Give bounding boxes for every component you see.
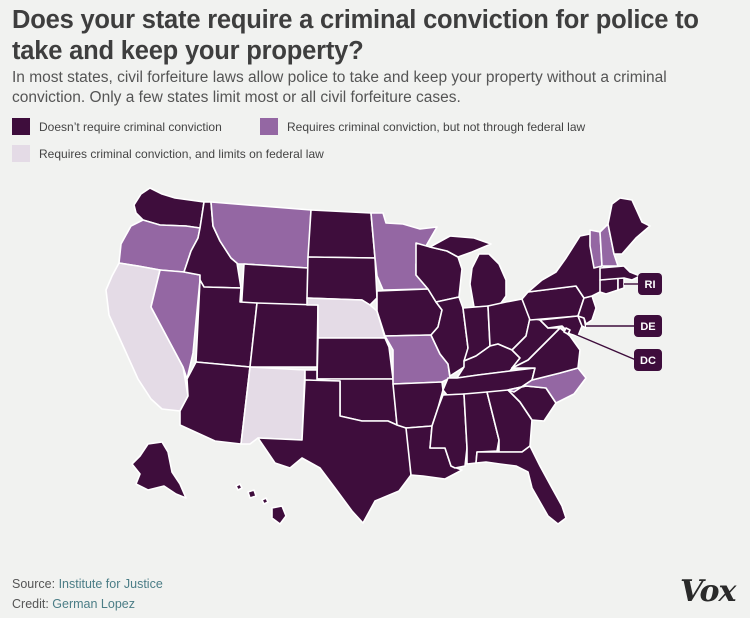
callout-label-de: DE — [640, 321, 655, 333]
credit-link[interactable]: German Lopez — [52, 597, 135, 611]
state-me — [607, 197, 651, 255]
state-il — [430, 296, 469, 377]
chart-title: Does your state require a criminal convi… — [12, 6, 699, 65]
state-vt — [589, 229, 603, 269]
legend-item-state-only: Requires criminal conviction, but not th… — [260, 118, 585, 135]
state-az — [179, 361, 251, 445]
state-ak — [131, 441, 187, 499]
state-tx — [257, 379, 412, 524]
state-nj — [577, 295, 597, 325]
state-nh — [599, 223, 619, 267]
state-wv — [511, 317, 561, 369]
state-ri — [617, 277, 625, 291]
credit-label: Credit: — [12, 597, 53, 611]
source-label: Source: — [12, 577, 59, 591]
legend-swatch-full — [12, 145, 30, 162]
vox-logo: Vox — [680, 574, 736, 609]
legend-label-full: Requires criminal conviction, and limits… — [39, 146, 324, 161]
legend-swatch-state-only — [260, 118, 278, 135]
callout-label-ri: RI — [645, 279, 656, 291]
legend-item-full: Requires criminal conviction, and limits… — [12, 145, 324, 162]
callout-dc: DC — [634, 349, 662, 371]
source-link[interactable]: Institute for Justice — [58, 577, 163, 591]
us-map: RI DE DC — [105, 187, 662, 525]
chart-subtitle: In most states, civil forfeiture laws al… — [12, 69, 667, 106]
callout-label-dc: DC — [640, 355, 656, 367]
state-nd — [307, 209, 376, 259]
state-mi — [429, 235, 507, 308]
callout-ri: RI — [638, 273, 662, 295]
state-fl — [475, 445, 567, 525]
state-dc — [563, 327, 571, 335]
state-ma — [599, 265, 641, 281]
legend-item-none: Doesn’t require criminal conviction — [12, 118, 222, 135]
legend-label-none: Doesn’t require criminal conviction — [39, 119, 222, 134]
credit-line: Credit: German Lopez — [12, 594, 163, 614]
state-nm — [240, 366, 306, 445]
state-ks — [316, 337, 394, 380]
legend-swatch-none — [12, 118, 30, 135]
legend: Doesn’t require criminal conviction Requ… — [12, 117, 732, 167]
callout-de: DE — [634, 315, 662, 337]
source-line: Source: Institute for Justice — [12, 574, 163, 594]
state-hi — [235, 483, 287, 525]
state-ne — [306, 297, 386, 339]
legend-label-state-only: Requires criminal conviction, but not th… — [287, 119, 586, 134]
source-credit: Source: Institute for Justice Credit: Ge… — [12, 574, 163, 614]
state-co — [249, 302, 319, 368]
callout-leader-dc — [569, 331, 637, 361]
